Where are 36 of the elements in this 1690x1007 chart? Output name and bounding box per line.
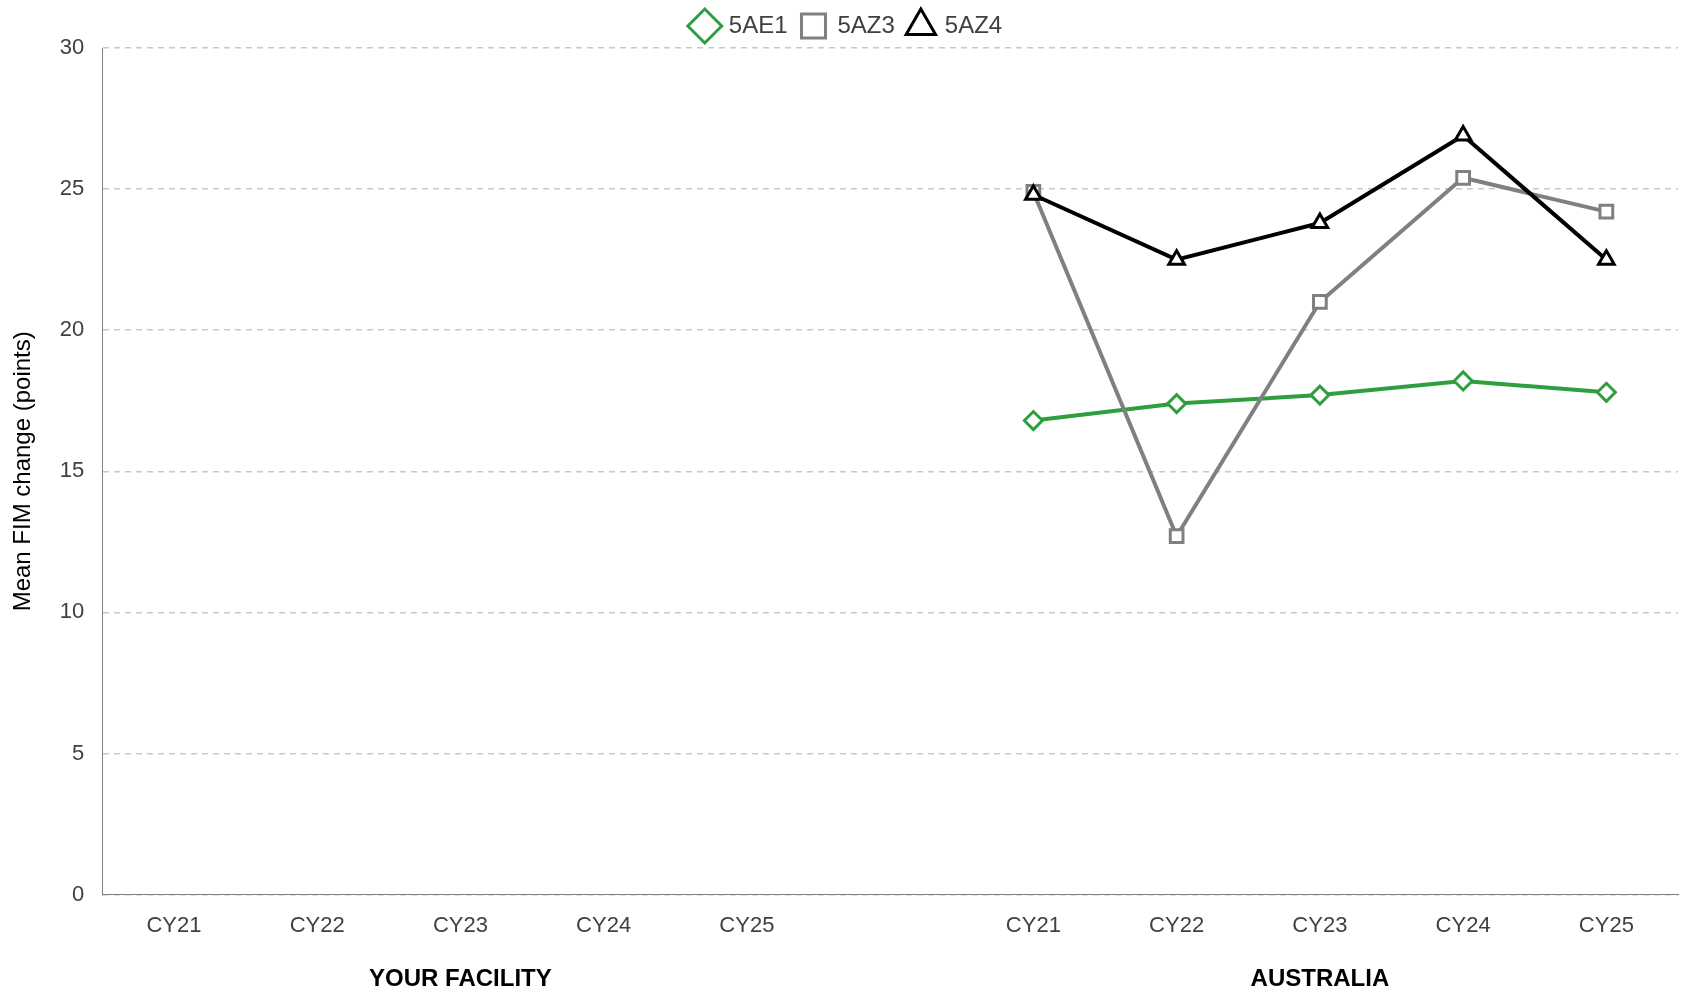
point [1595,381,1617,403]
x-tick-label: CY22 [289,911,345,937]
point [1312,294,1328,310]
y-tick-label: 10 [59,598,85,624]
x-tick-label: CY21 [1005,911,1061,937]
x-tick-label: CY24 [1435,911,1491,937]
x-tick-label: CY25 [1578,911,1634,937]
point [1597,249,1616,266]
y-tick-label: 0 [72,880,85,906]
point [1309,384,1331,406]
point [1452,370,1474,392]
legend-label: 5AZ4 [944,10,1003,38]
y-tick-label: 20 [59,316,85,342]
point [1168,528,1185,545]
y-tick-label: 25 [59,175,85,201]
legend-label: 5AE1 [728,10,788,38]
x-tick-label: CY25 [719,911,775,937]
text: AUSTRALIA [1250,963,1390,991]
x-tick-label: CY21 [146,911,202,937]
point [1455,169,1471,186]
y-tick-label: 30 [59,34,85,60]
x-tick-label: CY23 [432,911,488,937]
point [1310,212,1330,229]
x-tick-label: CY22 [1149,911,1205,937]
point [1167,249,1186,266]
text: YOUR FACILITY [369,963,552,991]
x-tick-label: CY23 [1292,911,1348,937]
y-tick-label: 15 [59,457,85,483]
y-tick-label: 5 [72,739,85,765]
point [1453,124,1473,142]
point [1598,203,1615,220]
point [1166,393,1188,415]
legend-label: 5AZ3 [837,10,895,38]
y-axis-title: Mean FIM change (points) [8,331,36,612]
point [1022,410,1044,431]
x-tick-label: CY24 [576,911,632,937]
